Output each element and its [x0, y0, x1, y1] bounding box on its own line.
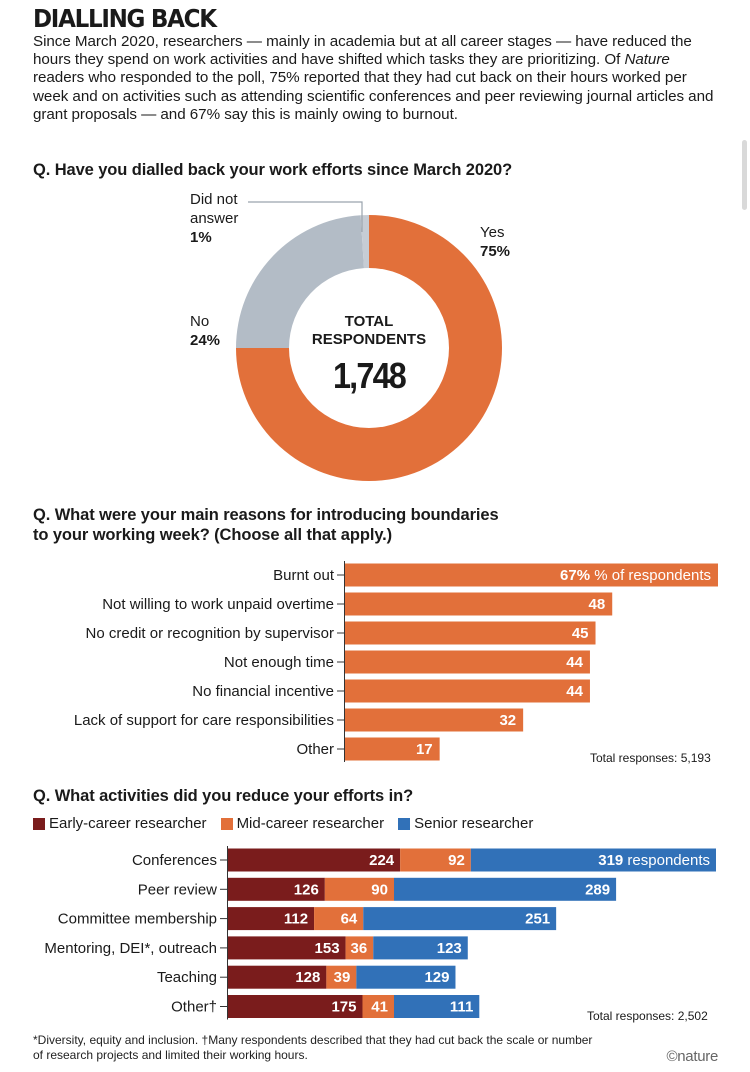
reasons-value-label: 32 — [499, 712, 516, 729]
activities-value-label-early: 224 — [369, 852, 395, 869]
reasons-category-label: Not enough time — [224, 654, 334, 671]
reasons-value-label: 45 — [572, 625, 589, 642]
reasons-chart-title: Q. What were your main reasons for intro… — [33, 506, 499, 544]
activities-bar-early — [228, 936, 346, 960]
activities-value-label-early: 126 — [294, 881, 319, 898]
activities-value-label-early: 175 — [331, 999, 356, 1016]
activities-value-label-senior: 123 — [437, 940, 462, 957]
slice-label-yes: Yes 75% — [480, 224, 511, 260]
intro-text: Since March 2020, researchers — mainly i… — [33, 33, 714, 123]
activities-bar-senior — [393, 995, 480, 1018]
activities-bar-early — [228, 907, 315, 931]
activities-bar-mid — [314, 907, 364, 931]
activities-category-label: Mentoring, DEI*, outreach — [44, 940, 217, 957]
reasons-value-label: 17 — [416, 741, 433, 758]
donut-chart-title: Q. Have you dialled back your work effor… — [33, 161, 513, 179]
activities-category-label: Teaching — [157, 969, 217, 986]
legend-item-mid: Mid-career researcher — [220, 815, 384, 832]
activities-bar-mid — [324, 877, 394, 901]
reasons-bar — [345, 592, 613, 616]
activities-bar-senior — [393, 877, 617, 901]
activities-value-label-senior: 111 — [450, 999, 473, 1016]
did-not-answer-leader-line — [248, 201, 363, 232]
activities-legend: Early-career researcher Mid-career resea… — [33, 815, 547, 832]
activities-value-label-senior: 129 — [424, 969, 449, 986]
activities-bar-mid — [326, 965, 357, 989]
activities-value-label-early: 112 — [284, 911, 308, 928]
activities-category-label: Peer review — [138, 881, 217, 898]
activities-bar-early — [228, 877, 325, 901]
activities-bar-early — [228, 995, 363, 1018]
reasons-category-label: Not willing to work unpaid overtime — [102, 596, 334, 613]
reasons-bar — [345, 679, 590, 703]
reasons-bar — [345, 708, 524, 732]
activities-total-note: Total responses: 2,502 — [587, 1009, 708, 1023]
activities-value-label-senior: 289 — [585, 881, 610, 898]
scrollbar[interactable] — [742, 140, 747, 210]
activities-category-label: Other† — [171, 999, 217, 1016]
donut-center-label-line2: RESPONDENTS — [312, 331, 426, 348]
activities-category-label: Conferences — [132, 852, 217, 869]
activities-bar-mid — [362, 995, 394, 1018]
legend-item-early: Early-career researcher — [33, 815, 207, 832]
reasons-category-label: No financial incentive — [192, 683, 334, 700]
reasons-bar — [345, 563, 718, 587]
reasons-value-label: 48 — [589, 596, 606, 613]
activities-category-label: Committee membership — [58, 911, 217, 928]
reasons-category-label: No credit or recognition by supervisor — [86, 625, 334, 642]
reasons-category-label: Other — [296, 741, 334, 758]
reasons-category-label: Lack of support for care responsibilitie… — [74, 712, 334, 729]
activities-bar-early — [228, 848, 401, 872]
activities-value-label-mid: 90 — [371, 881, 388, 898]
activities-chart-title: Q. What activities did you reduce your e… — [33, 787, 414, 805]
reasons-total-note: Total responses: 5,193 — [590, 751, 711, 765]
activities-value-label-mid: 41 — [371, 999, 388, 1016]
slice-label-no: No 24% — [190, 313, 221, 349]
nature-credit-logo: ©nature — [666, 1048, 719, 1065]
activities-value-label-mid: 64 — [341, 911, 358, 928]
donut-slice-yes — [236, 215, 502, 481]
activities-value-label-mid: 36 — [351, 940, 368, 957]
activities-value-label-early: 153 — [315, 940, 340, 957]
reasons-value-label: 44 — [566, 654, 583, 671]
activities-value-label-mid: 92 — [448, 852, 465, 869]
activities-value-label-senior: 319 respondents — [598, 852, 710, 869]
slice-label-did-not-answer: Did not answer 1% — [190, 191, 239, 246]
activities-bar-early — [228, 965, 327, 989]
donut-center-label-line1: TOTAL — [345, 313, 394, 330]
activities-bar-senior — [356, 965, 456, 989]
reasons-value-label: 67% % of respondents — [560, 567, 711, 584]
reasons-bar — [345, 737, 440, 761]
activities-bar-senior — [373, 936, 468, 960]
donut-slice-did-not-answer — [360, 215, 369, 269]
activities-value-label-early: 128 — [295, 969, 320, 986]
reasons-value-label: 44 — [566, 683, 583, 700]
activities-bar-senior — [363, 907, 557, 931]
reasons-category-label: Burnt out — [273, 567, 335, 584]
footnote: *Diversity, equity and inclusion. †Many … — [33, 1033, 593, 1062]
page-title: DIALLING BACK — [33, 4, 217, 33]
activities-bar-senior — [470, 848, 716, 872]
activities-value-label-senior: 251 — [525, 911, 550, 928]
donut-center-value: 1,748 — [333, 356, 406, 396]
activities-bar-mid — [345, 936, 374, 960]
reasons-bar — [345, 621, 596, 645]
activities-value-label-mid: 39 — [334, 969, 351, 986]
donut-slice-no — [236, 215, 364, 348]
legend-item-senior: Senior researcher — [398, 815, 533, 832]
reasons-bar — [345, 650, 590, 674]
activities-bar-mid — [400, 848, 471, 872]
